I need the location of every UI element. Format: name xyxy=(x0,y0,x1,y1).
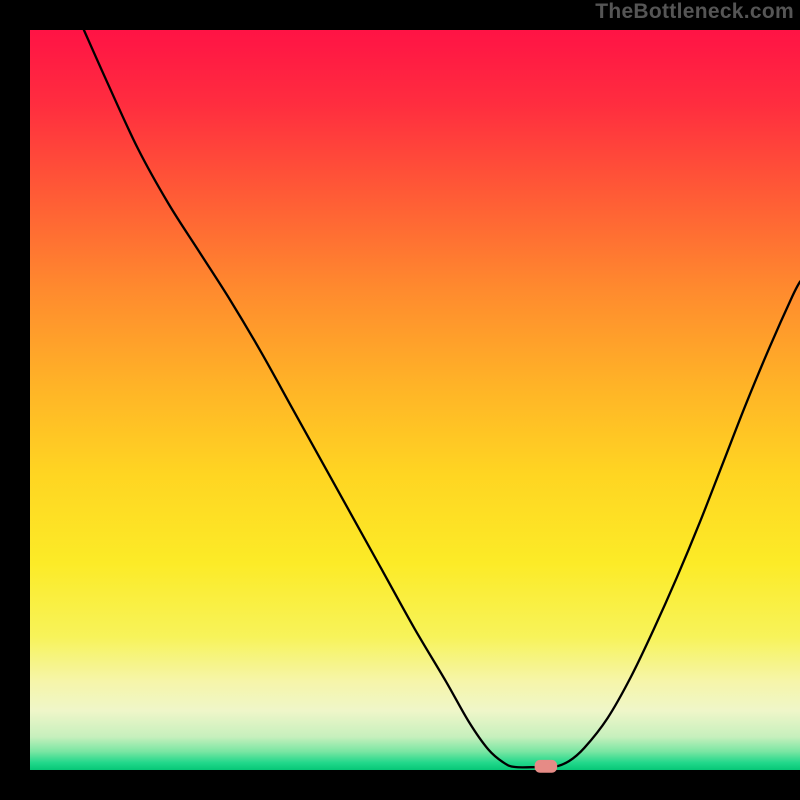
chart-svg xyxy=(0,0,800,800)
chart-stage: TheBottleneck.com xyxy=(0,0,800,800)
optimum-marker xyxy=(535,760,557,772)
gradient-background xyxy=(30,30,800,770)
